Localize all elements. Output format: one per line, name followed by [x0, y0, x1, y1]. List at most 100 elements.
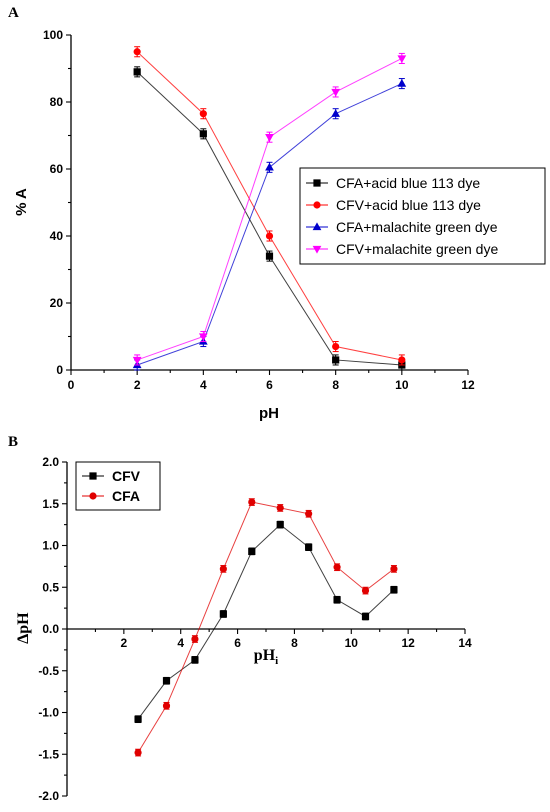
data-point	[191, 656, 199, 664]
data-point	[305, 510, 313, 518]
data-point	[390, 565, 398, 573]
panel-a-chart: A 0 20 40 60 80 100 0 2 4 6 8 10 12 pH % A CFA+acid blue…	[8, 5, 546, 422]
x-tick-label: 6	[266, 378, 273, 392]
x-tick-label: 12	[461, 378, 475, 392]
data-point	[333, 563, 341, 571]
data-point	[332, 356, 340, 364]
data-point	[397, 78, 407, 87]
legend-label: CFV	[112, 468, 141, 484]
legend-marker	[312, 245, 322, 254]
data-point	[398, 356, 406, 364]
legend-marker	[89, 472, 97, 480]
y-tick-label: 0.5	[42, 580, 59, 594]
data-point	[248, 547, 256, 555]
panel-b-chart: B -2.0 -1.5 -1.0 -0.5 0.0 0.5 1.0 1.5 2.0 2 4 6 8 10 12…	[8, 434, 472, 803]
series-cfv	[134, 520, 398, 724]
data-point	[265, 134, 274, 142]
y-tick-label: 0	[56, 363, 63, 377]
data-point	[390, 586, 398, 594]
data-point	[162, 677, 171, 685]
data-point	[265, 162, 274, 171]
panel-label: B	[8, 434, 18, 450]
y-tick-label: -1.0	[38, 706, 59, 720]
x-tick-label: 4	[200, 378, 207, 392]
legend: CFA+acid blue 113 dye CFV+acid blue 113 d…	[299, 167, 546, 265]
legend-label: CFA+acid blue 113 dye	[336, 175, 480, 191]
data-point	[361, 586, 370, 595]
x-axis-title: pHi	[254, 647, 278, 667]
y-tick-label: 100	[43, 28, 63, 42]
data-point	[265, 252, 274, 260]
data-point	[305, 543, 313, 551]
x-axis-title: pH	[259, 405, 279, 422]
data-point	[132, 356, 142, 365]
legend-item: CFA	[82, 488, 140, 504]
y-tick-label: 20	[50, 296, 64, 310]
x-tick-label: 4	[177, 636, 184, 650]
y-tick-label: 60	[50, 162, 64, 176]
y-tick-label: 1.5	[42, 497, 59, 511]
legend-label: CFA+malachite green dye	[336, 219, 498, 235]
x-tick-label: 2	[134, 378, 141, 392]
x-tick-label: 6	[234, 636, 241, 650]
legend-marker	[89, 492, 97, 500]
data-point	[133, 48, 141, 56]
legend-marker	[313, 201, 321, 209]
panel-label: A	[8, 5, 19, 21]
legend-label: CFA	[112, 488, 140, 504]
legend-label: CFV+malachite green dye	[336, 241, 498, 257]
y-tick-label: 0.0	[42, 622, 59, 636]
legend-marker	[312, 222, 322, 231]
data-point	[331, 109, 341, 117]
data-point	[134, 748, 142, 757]
y-axis-title: ∆pH	[15, 612, 32, 644]
data-point	[199, 130, 207, 138]
y-axis-title: % A	[13, 188, 30, 216]
data-point	[199, 110, 207, 118]
x-tick-label: 10	[345, 636, 359, 650]
x-tick-label: 8	[291, 636, 298, 650]
legend-box	[75, 461, 161, 511]
series-line	[137, 523, 395, 720]
data-point	[333, 596, 341, 604]
data-point	[276, 504, 284, 512]
data-point	[331, 88, 341, 97]
series-cfv-acid-blue-113-dye	[133, 46, 406, 366]
x-tick-label: 10	[395, 378, 409, 392]
legend-item: CFA+malachite green dye	[306, 219, 498, 235]
legend-item: CFV+malachite green dye	[306, 241, 498, 257]
data-point	[397, 55, 407, 64]
series-cfv-malachite-green-dye	[132, 52, 407, 366]
legend-item: CFV+acid blue 113 dye	[306, 197, 481, 213]
data-point	[361, 612, 370, 621]
data-point	[265, 232, 274, 240]
y-tick-label: -0.5	[38, 664, 59, 678]
y-tick-label: 40	[50, 229, 64, 243]
data-point	[332, 342, 340, 351]
y-tick-label: 80	[50, 95, 64, 109]
y-tick-label: 1.0	[42, 539, 59, 553]
series-cfa	[134, 498, 398, 757]
x-tick-label: 8	[332, 378, 339, 392]
data-point	[133, 68, 141, 76]
data-point	[198, 333, 208, 342]
data-point	[219, 610, 227, 618]
data-point	[276, 521, 284, 529]
data-point	[134, 715, 142, 723]
series-line	[137, 501, 395, 753]
legend-box	[299, 167, 546, 265]
x-tick-label: 0	[68, 378, 75, 392]
data-point	[248, 498, 256, 506]
x-tick-label: 12	[401, 636, 415, 650]
y-tick-label: -2.0	[38, 789, 59, 803]
data-point	[162, 702, 171, 710]
y-tick-label: -1.5	[38, 747, 59, 761]
x-tick-label: 14	[458, 636, 472, 650]
data-point	[219, 565, 227, 573]
legend-marker	[313, 179, 321, 187]
series-cfa-acid-blue-113-dye	[133, 66, 406, 371]
data-point	[191, 635, 199, 643]
legend-label: CFV+acid blue 113 dye	[336, 197, 481, 213]
legend-item: CFA+acid blue 113 dye	[306, 175, 480, 191]
